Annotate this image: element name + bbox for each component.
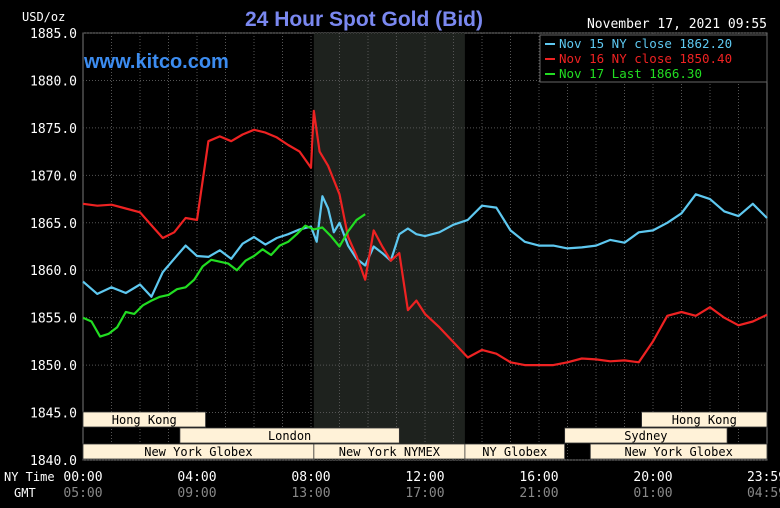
series-line: [82, 193, 768, 298]
y-tick-label: 1865.0: [30, 217, 77, 232]
session-box: London: [179, 427, 400, 444]
session-label: Sydney: [624, 429, 667, 443]
x-axis: NY Time GMT 00:00 04:00 08:00 12:00 16:00 20:00…: [4, 470, 780, 501]
series-line: [82, 213, 366, 338]
legend-label: Nov 16 NY close 1850.40: [559, 51, 732, 66]
nymex-session-shading: [313, 33, 465, 460]
y-tick-label: 1840.0: [30, 454, 77, 469]
y-axis: 1885.0 1880.0 1875.0 1870.0 1865.0 1860.0 1855…: [30, 27, 77, 469]
y-tick-label: 1875.0: [30, 122, 77, 137]
gmt-label: GMT: [14, 486, 36, 500]
session-box: Hong Kong: [82, 411, 206, 428]
gmt-tick-label: 21:00: [519, 486, 558, 501]
session-label: NY Globex: [482, 445, 547, 459]
ny-time-label: NY Time: [4, 470, 55, 484]
y-tick-label: 1860.0: [30, 264, 77, 279]
gmt-tick-label: 01:00: [633, 486, 672, 501]
session-label: New York Globex: [144, 445, 252, 459]
ny-tick-label: 20:00: [633, 470, 672, 485]
gmt-tick-label: 05:00: [63, 486, 102, 501]
series-line: [82, 109, 768, 367]
y-tick-label: 1885.0: [30, 27, 77, 42]
gmt-tick-label: 09:00: [177, 486, 216, 501]
session-box: New York Globex: [82, 443, 315, 460]
gmt-tick-label: 17:00: [405, 486, 444, 501]
legend-label: Nov 17 Last 1866.30: [559, 66, 702, 81]
y-tick-label: 1850.0: [30, 359, 77, 374]
gridlines: [83, 32, 767, 461]
session-box: Hong Kong: [641, 411, 768, 428]
y-tick-label: 1855.0: [30, 312, 77, 327]
gmt-tick-label: 04:59: [747, 486, 780, 501]
timestamp: November 17, 2021 09:55: [587, 17, 767, 32]
y-tick-label: 1870.0: [30, 169, 77, 184]
session-label: New York Globex: [624, 445, 732, 459]
legend-box: [539, 34, 768, 83]
ny-tick-label: 16:00: [519, 470, 558, 485]
legend-label: Nov 15 NY close 1862.20: [559, 36, 732, 51]
ny-tick-label: 00:00: [63, 470, 102, 485]
series-lines: [82, 109, 768, 367]
chart-title: 24 Hour Spot Gold (Bid): [245, 8, 483, 31]
ny-tick-label: 12:00: [405, 470, 444, 485]
legend-item: Nov 15 NY close 1862.20: [545, 36, 732, 51]
session-label: Hong Kong: [112, 413, 177, 427]
session-label: London: [268, 429, 311, 443]
session-label: Hong Kong: [672, 413, 737, 427]
ny-tick-label: 04:00: [177, 470, 216, 485]
y-tick-label: 1845.0: [30, 407, 77, 422]
ny-tick-label: 23:59: [747, 470, 780, 485]
session-box: New York Globex: [589, 443, 768, 460]
y-tick-label: 1880.0: [30, 74, 77, 89]
session-box: New York NYMEX: [313, 443, 466, 460]
session-label: New York NYMEX: [339, 445, 441, 459]
session-box: NY Globex: [464, 443, 566, 460]
legend-item: Nov 17 Last 1866.30: [545, 66, 702, 81]
session-box: Sydney: [564, 427, 728, 444]
market-sessions: Hong Kong London New York Globex New York N…: [82, 411, 768, 460]
watermark: www.kitco.com: [83, 51, 229, 73]
gmt-tick-label: 13:00: [291, 486, 330, 501]
units-label: USD/oz: [22, 10, 65, 24]
ny-tick-label: 08:00: [291, 470, 330, 485]
legend-item: Nov 16 NY close 1850.40: [545, 51, 732, 66]
